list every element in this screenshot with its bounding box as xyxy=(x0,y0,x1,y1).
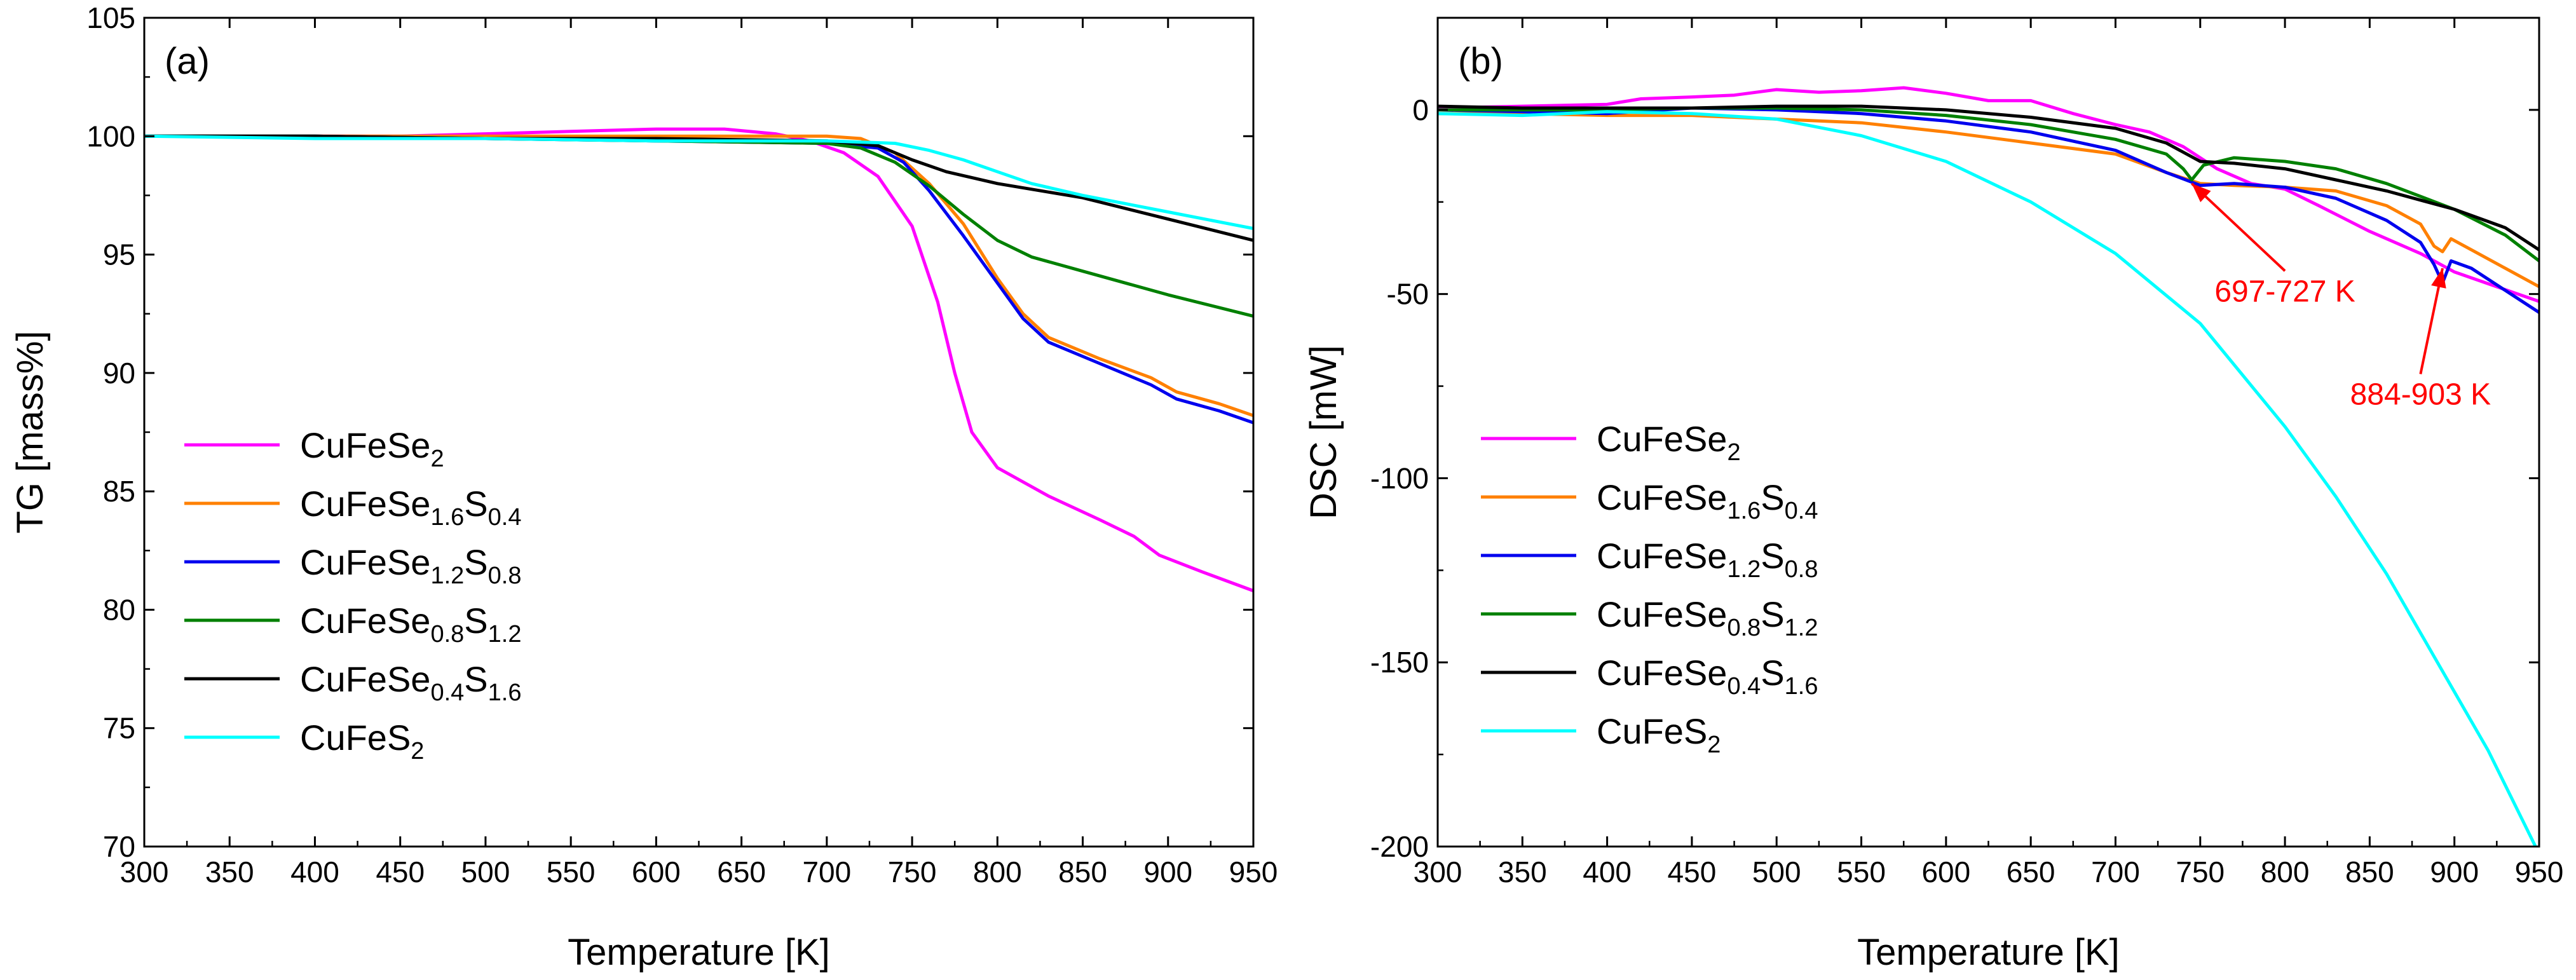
x-tick-label: 600 xyxy=(1921,855,1970,888)
panel-label: (b) xyxy=(1458,41,1503,82)
x-tick-label: 950 xyxy=(2515,855,2564,888)
legend: CuFeSe2 CuFeSe1.6S0.4 CuFeSe1.2S0.8 CuFeSe0… xyxy=(184,425,521,765)
y-tick-label: 70 xyxy=(103,830,135,863)
y-tick-label: -100 xyxy=(1370,461,1429,494)
x-tick-label: 750 xyxy=(888,855,937,888)
series-line-CuFeSe0.4S1.6 xyxy=(1438,104,2539,252)
legend-entry: CuFeSe0.4S1.6 xyxy=(300,659,521,706)
x-axis-title: Temperature [K] xyxy=(568,932,830,973)
x-axis-title: Temperature [K] xyxy=(1857,932,2120,973)
series-line-CuFeS2 xyxy=(144,134,1253,231)
legend-entry: CuFeS2 xyxy=(1597,711,1721,758)
annotation-arrow xyxy=(2191,182,2286,272)
series-group xyxy=(144,127,1253,592)
y-tick-label: 95 xyxy=(103,238,135,271)
annotation-label: 884-903 K xyxy=(2350,378,2491,412)
y-tick-label: 80 xyxy=(103,593,135,626)
x-tick-label: 700 xyxy=(802,855,851,888)
series-line-CuFeSe0.4S1.6 xyxy=(144,134,1253,242)
x-tick-label: 700 xyxy=(2091,855,2140,888)
series-line-CuFeSe1.2S0.8 xyxy=(144,134,1253,425)
x-tick-label: 800 xyxy=(2261,855,2310,888)
legend-entry: CuFeSe1.6S0.4 xyxy=(300,484,521,531)
x-tick-label: 750 xyxy=(2176,855,2225,888)
dsc-panel: 300 350 400 450 500 550 600 650 700 750 800 850 900 9… xyxy=(1303,17,2564,973)
y-tick-label: 90 xyxy=(103,357,135,390)
x-tick-label: 850 xyxy=(1058,855,1107,888)
legend-entry: CuFeSe1.6S0.4 xyxy=(1597,477,1818,524)
legend-entry: CuFeSe2 xyxy=(300,425,444,472)
x-tick-label: 400 xyxy=(290,855,339,888)
legend: CuFeSe2 CuFeSe1.6S0.4 CuFeSe1.2S0.8 CuFeSe0… xyxy=(1481,419,1818,758)
series-group xyxy=(1438,86,2539,847)
series-line-CuFeSe2 xyxy=(1438,86,2539,303)
x-tick-label: 300 xyxy=(120,855,169,888)
y-axis-title: TG [mass%] xyxy=(10,330,51,533)
x-tick-label: 550 xyxy=(1837,855,1886,888)
x-tick-label: 600 xyxy=(632,855,681,888)
series-line-CuFeSe0.8S1.2 xyxy=(1438,106,2539,262)
series-line-CuFeSe1.6S0.4 xyxy=(1438,112,2539,289)
x-tick-label: 500 xyxy=(461,855,510,888)
legend-entry: CuFeSe1.2S0.8 xyxy=(300,542,521,589)
x-tick-label: 950 xyxy=(1229,855,1278,888)
legend-entry: CuFeS2 xyxy=(300,718,424,765)
series-line-CuFeSe0.8S1.2 xyxy=(144,134,1253,318)
x-tick-label: 550 xyxy=(547,855,596,888)
x-tick-label: 900 xyxy=(1143,855,1192,888)
series-line-CuFeS2 xyxy=(1438,110,2538,847)
y-axis-title: DSC [mW] xyxy=(1303,345,1344,519)
x-tick-label: 900 xyxy=(2430,855,2479,888)
x-tick-label: 850 xyxy=(2345,855,2394,888)
x-tick-label: 800 xyxy=(973,855,1022,888)
y-tick-label: 105 xyxy=(86,1,135,34)
x-tick-label: 500 xyxy=(1752,855,1801,888)
x-tick-label: 300 xyxy=(1414,855,1462,888)
x-tick-label: 650 xyxy=(2007,855,2055,888)
annotation: 884-903 K xyxy=(2350,268,2491,412)
legend-entry: CuFeSe2 xyxy=(1597,419,1741,466)
x-tick-label: 450 xyxy=(376,855,425,888)
legend-entry: CuFeSe0.4S1.6 xyxy=(1597,653,1818,700)
y-tick-label: 100 xyxy=(86,119,135,153)
x-tick-label: 350 xyxy=(1498,855,1547,888)
y-tick-label: -50 xyxy=(1387,278,1429,311)
panel-label: (a) xyxy=(165,41,210,82)
y-tick-label: 0 xyxy=(1412,93,1429,126)
annotation-arrowhead xyxy=(2191,183,2211,203)
x-tick-label: 400 xyxy=(1583,855,1632,888)
annotation-label: 697-727 K xyxy=(2214,275,2355,308)
legend-entry: CuFeSe0.8S1.2 xyxy=(1597,594,1818,641)
y-tick-label: 85 xyxy=(103,475,135,508)
tg-panel: 300 350 400 450 500 550 600 650 700 750 800 850 900 9… xyxy=(10,1,1278,973)
x-tick-label: 450 xyxy=(1668,855,1717,888)
y-tick-label: 75 xyxy=(103,712,135,745)
y-tick-label: -200 xyxy=(1370,830,1429,863)
annotation-arrowhead xyxy=(2431,268,2446,289)
series-line-CuFeSe1.6S0.4 xyxy=(144,134,1253,418)
legend-entry: CuFeSe1.2S0.8 xyxy=(1597,536,1818,583)
legend-entry: CuFeSe0.8S1.2 xyxy=(300,601,521,648)
y-tick-label: -150 xyxy=(1370,646,1429,679)
x-tick-label: 650 xyxy=(717,855,766,888)
annotation: 697-727 K xyxy=(2191,182,2355,308)
x-tick-label: 350 xyxy=(205,855,254,888)
